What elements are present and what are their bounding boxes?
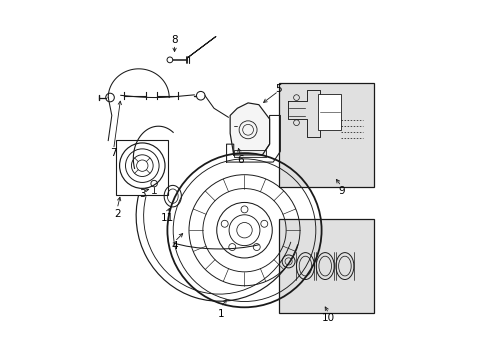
Bar xyxy=(233,150,265,157)
Bar xyxy=(278,83,373,187)
Text: 8: 8 xyxy=(171,35,178,45)
Bar xyxy=(278,220,373,313)
Text: 5: 5 xyxy=(275,84,281,94)
Text: 1: 1 xyxy=(218,310,224,319)
Polygon shape xyxy=(230,103,269,155)
Text: 11: 11 xyxy=(161,213,174,222)
Text: 6: 6 xyxy=(237,155,244,165)
Text: 3: 3 xyxy=(139,189,145,199)
Bar xyxy=(116,140,168,194)
Text: 10: 10 xyxy=(322,313,335,323)
Text: 2: 2 xyxy=(114,209,120,219)
Text: 4: 4 xyxy=(171,241,178,251)
Bar xyxy=(317,94,341,130)
Text: 9: 9 xyxy=(337,186,344,196)
Text: 7: 7 xyxy=(110,148,117,158)
